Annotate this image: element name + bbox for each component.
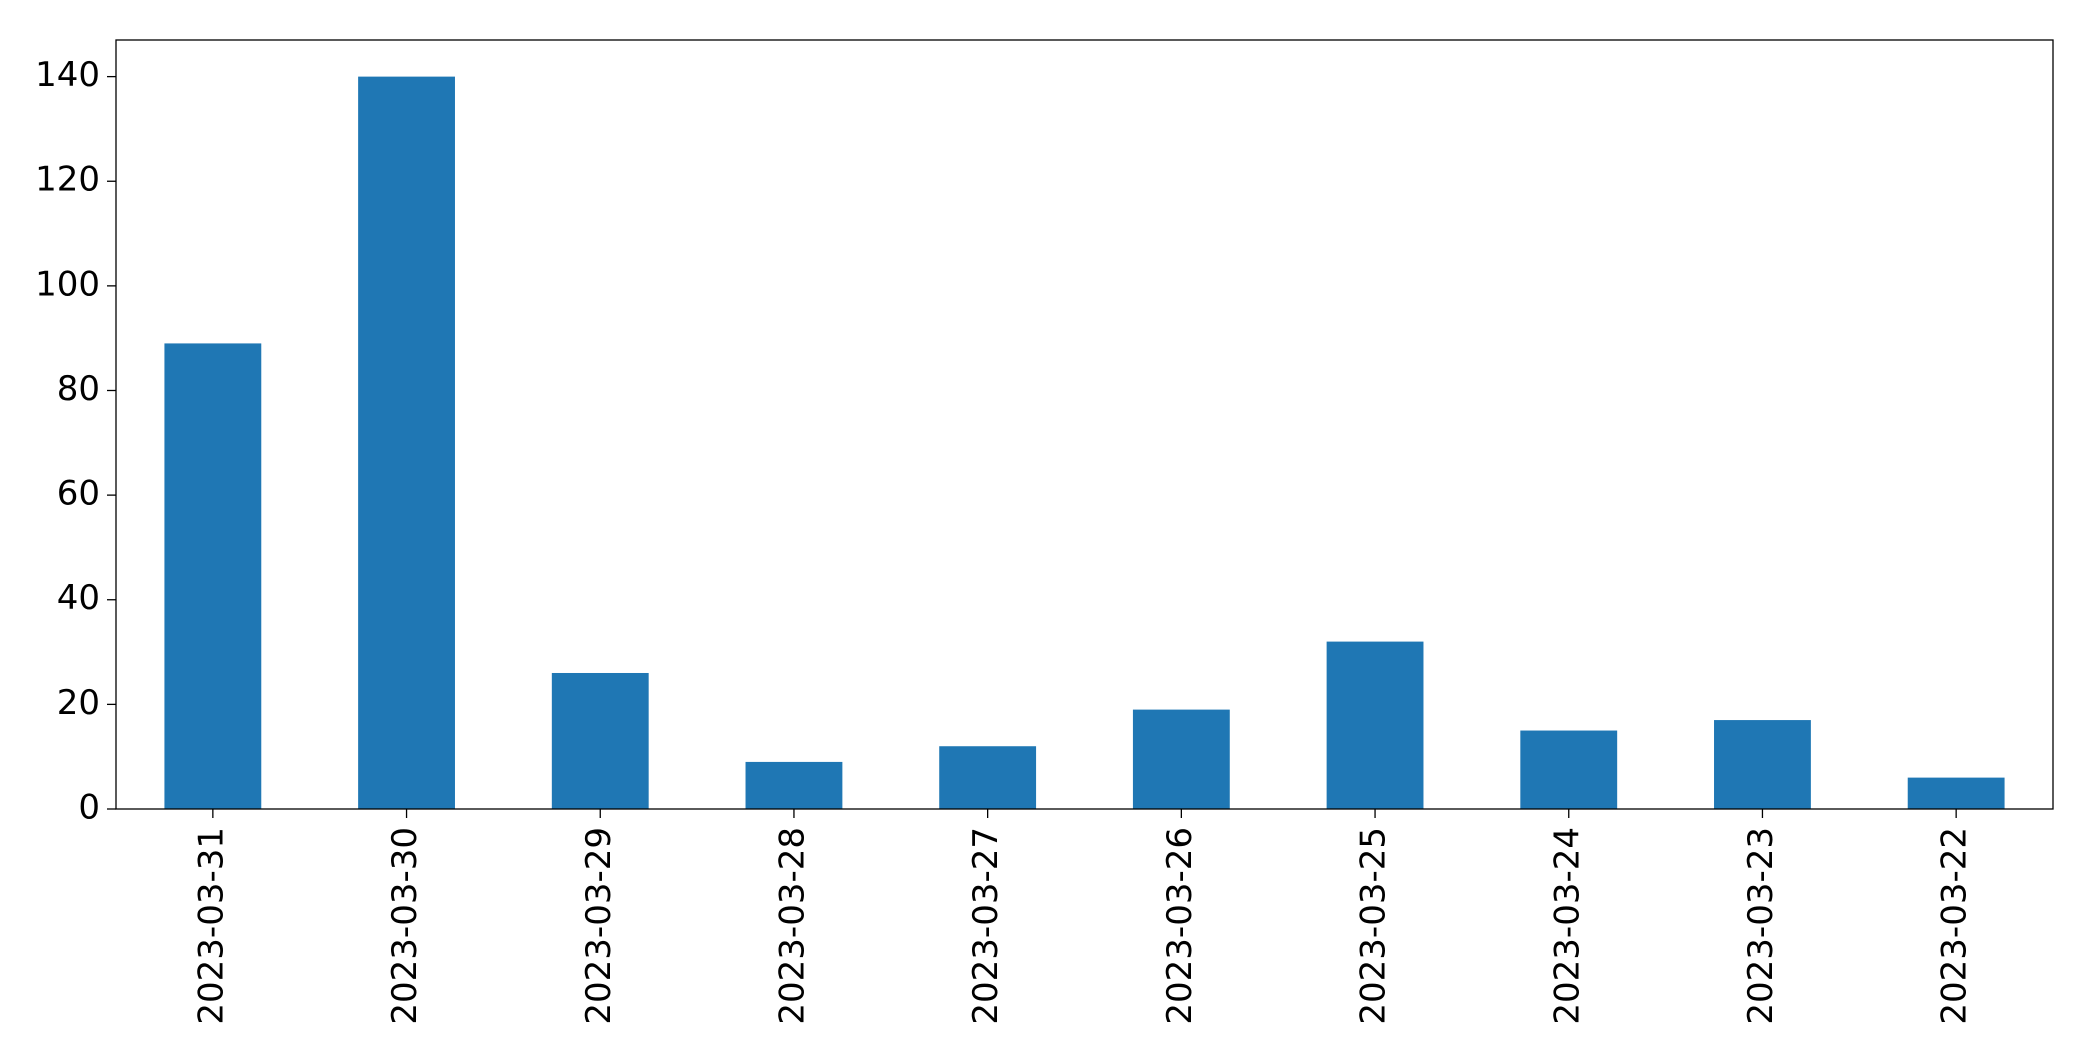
y-tick-label: 60: [57, 474, 100, 514]
x-tick-label: 2023-03-27: [966, 827, 1006, 1025]
bar: [745, 761, 843, 809]
bar: [551, 672, 649, 809]
y-tick-label: 40: [57, 578, 100, 618]
bar: [164, 343, 262, 809]
x-tick-label: 2023-03-30: [385, 827, 425, 1025]
bar: [1326, 641, 1424, 809]
x-tick-label: 2023-03-25: [1354, 827, 1394, 1025]
bar: [939, 746, 1037, 809]
x-tick-label: 2023-03-24: [1547, 827, 1587, 1025]
x-tick-label: 2023-03-22: [1935, 827, 1975, 1025]
x-tick-label: 2023-03-23: [1741, 827, 1781, 1025]
x-tick-label: 2023-03-29: [579, 827, 619, 1025]
x-tick-label: 2023-03-31: [191, 827, 231, 1025]
x-tick-label: 2023-03-28: [772, 827, 812, 1025]
bar: [358, 76, 455, 810]
y-tick-label: 20: [57, 683, 100, 723]
bar: [1907, 777, 2005, 809]
bar: [1714, 720, 1811, 809]
bar: [1132, 709, 1230, 809]
bar: [1520, 730, 1618, 809]
y-tick-label: 100: [35, 264, 100, 304]
y-tick-label: 0: [78, 788, 100, 828]
y-tick-label: 140: [35, 55, 100, 95]
plot-frame: [115, 39, 2054, 810]
y-tick-label: 120: [35, 160, 100, 200]
x-tick-label: 2023-03-26: [1160, 827, 1200, 1025]
y-tick-label: 80: [57, 369, 100, 409]
